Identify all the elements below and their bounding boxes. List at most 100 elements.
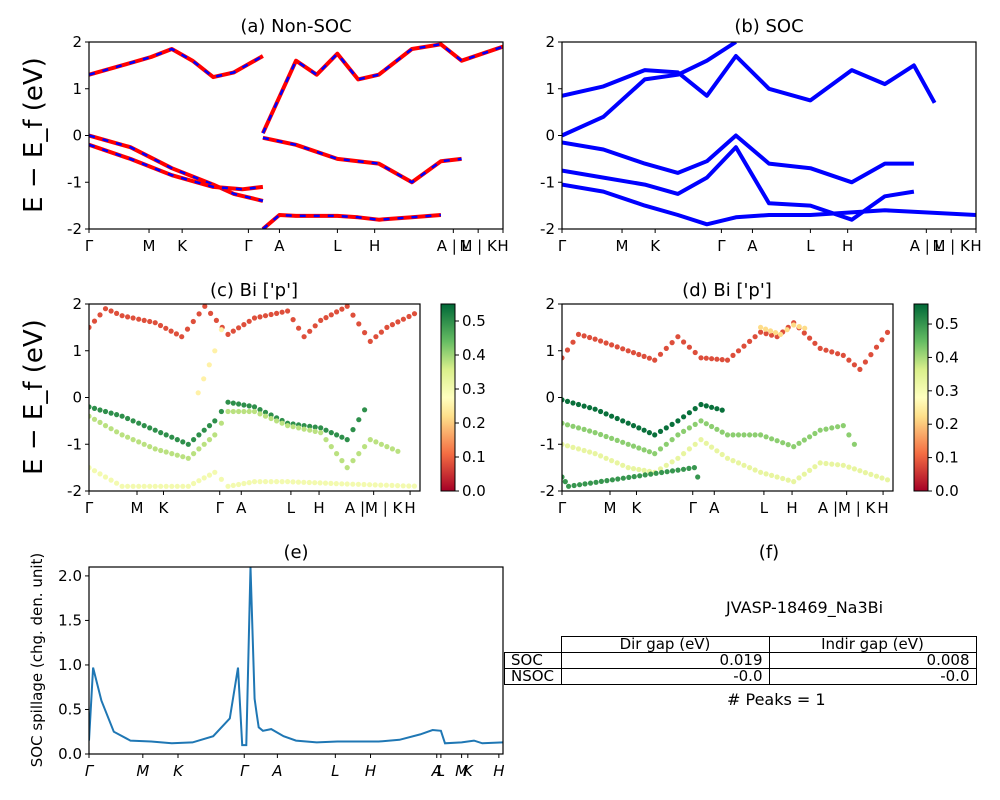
band-point (262, 413, 269, 419)
band-point (169, 434, 175, 440)
band-point (581, 426, 587, 432)
band-point (290, 424, 296, 430)
band-line (89, 142, 264, 192)
band-point (840, 462, 846, 468)
band-point (251, 315, 258, 321)
colorbar-tick-label: 0.0 (462, 482, 486, 500)
x-tick-label: Γ (558, 499, 567, 517)
peaks-count: # Peaks = 1 (727, 690, 826, 709)
band-point (587, 334, 593, 341)
band-point (350, 458, 356, 464)
band-point (741, 432, 747, 438)
band-point (767, 328, 774, 334)
band-point (592, 451, 598, 457)
band-line (89, 133, 264, 203)
band-point (257, 411, 263, 417)
band-point (152, 427, 158, 433)
band-point (562, 397, 565, 403)
band-point (378, 329, 384, 335)
band-point (246, 403, 252, 409)
band-point (636, 351, 642, 358)
band-point (735, 348, 742, 354)
band-point (851, 466, 858, 472)
band-point (752, 432, 758, 438)
band-point (318, 430, 324, 436)
band-point (752, 467, 758, 473)
band-line (562, 133, 914, 185)
band-point (361, 481, 367, 488)
colorbar-tick-label: 0.3 (462, 380, 486, 398)
band-point (301, 426, 307, 432)
band-point (587, 449, 593, 455)
band-point (835, 424, 841, 430)
band-point (758, 329, 764, 335)
x-tick-label: M (616, 237, 629, 255)
band-point (251, 408, 258, 415)
band-point (719, 451, 725, 458)
x-tick-label: M (604, 499, 617, 517)
band-point (681, 451, 687, 457)
band-point (812, 464, 818, 470)
y-tick-label: 2 (72, 295, 82, 313)
band-point (851, 362, 858, 368)
band-point (846, 464, 852, 470)
band-point (657, 428, 664, 434)
band-point (296, 425, 302, 431)
band-point (709, 404, 715, 410)
band-point (158, 447, 164, 454)
band-point (257, 407, 263, 413)
band-point (791, 444, 797, 450)
band-point (350, 481, 356, 487)
band-point (307, 423, 313, 429)
band-point (130, 315, 136, 321)
band-point (646, 355, 653, 361)
band-point (241, 408, 247, 415)
band-point (406, 483, 412, 489)
band-point (395, 319, 401, 325)
band-point (747, 432, 753, 438)
x-tick-label: K (177, 237, 188, 255)
band-point (119, 413, 125, 419)
band-point (173, 331, 179, 337)
band-point (355, 481, 361, 487)
band-point (185, 483, 191, 489)
band-point (97, 407, 103, 413)
band-point (147, 444, 153, 450)
band-point (669, 421, 675, 427)
band-point (350, 312, 356, 318)
band-point (328, 444, 334, 450)
x-tick-label: Γ (717, 237, 726, 255)
band-point (328, 430, 334, 436)
band-point (225, 408, 231, 415)
band-point (802, 325, 808, 331)
band-point (307, 328, 313, 334)
colorbar-tick-label: 0.4 (462, 346, 486, 364)
band-point (698, 437, 704, 443)
band-point (163, 449, 169, 455)
row-label: SOC (504, 652, 562, 669)
band-point (344, 304, 350, 309)
band-point (213, 317, 219, 323)
band-point (400, 483, 406, 489)
band-point (730, 458, 736, 464)
band-point (230, 328, 236, 334)
band-point (296, 325, 302, 331)
band-point (268, 415, 274, 422)
band-point (686, 446, 693, 452)
band-point (801, 330, 807, 336)
band-point (157, 322, 164, 329)
band-point (383, 482, 389, 488)
band-point (279, 309, 285, 315)
band-point (108, 308, 114, 314)
band-point (89, 465, 92, 471)
plot-area (562, 42, 976, 227)
y-tick-label: 1 (72, 342, 82, 360)
x-tick-label: Γ (689, 499, 698, 517)
band-point (564, 443, 571, 449)
band-point (692, 406, 698, 412)
band-point (136, 316, 142, 322)
x-tick-label: L (806, 237, 815, 255)
band-point (648, 471, 654, 477)
band-point (323, 437, 329, 443)
